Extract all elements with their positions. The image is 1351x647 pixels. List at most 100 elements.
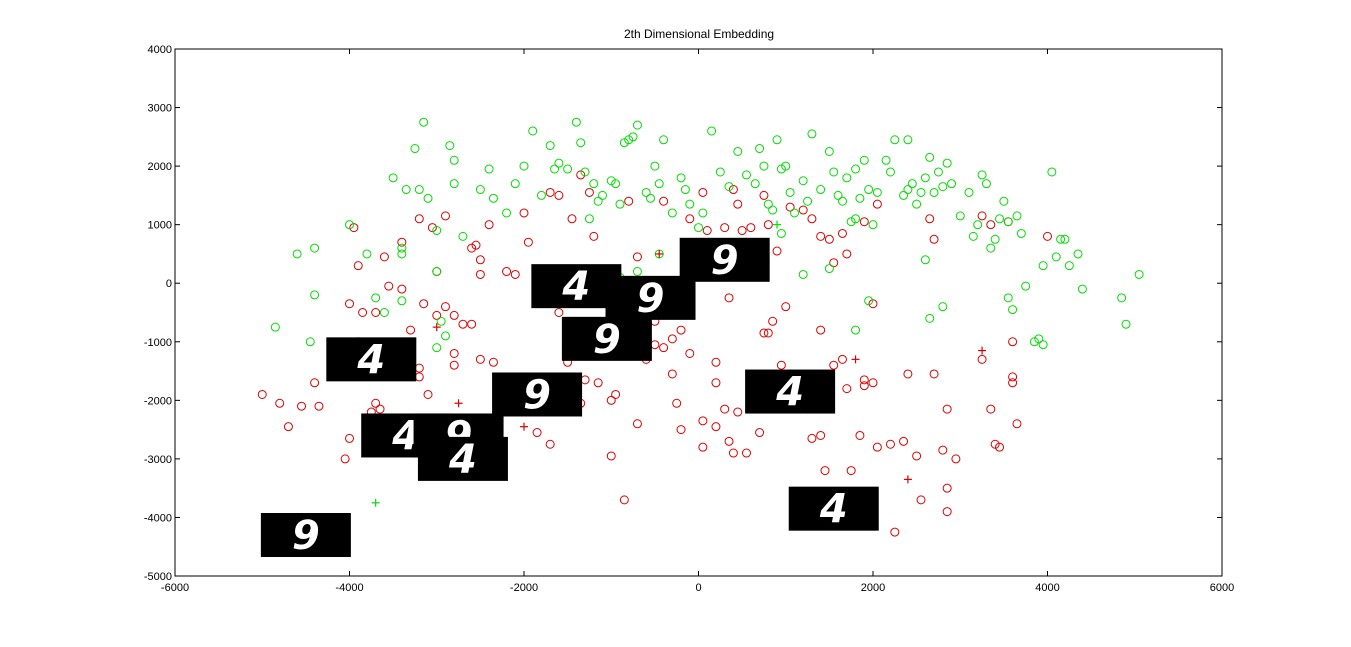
data-point-circle (432, 267, 442, 277)
data-point-circle (414, 363, 424, 373)
data-point-circle (611, 179, 621, 189)
digit-thumbnail-9: 9 (260, 513, 351, 559)
y-tick-label: 2000 (148, 161, 172, 173)
data-point-circle (314, 401, 324, 411)
data-point-circle (580, 167, 590, 177)
digit-thumbnail-4: 4 (745, 369, 836, 416)
data-point-circle (1060, 234, 1070, 244)
data-point-circle (933, 167, 943, 177)
data-point-circle (523, 237, 533, 247)
data-point-circle (510, 179, 520, 189)
data-point-circle (986, 220, 996, 230)
data-point-circle (632, 419, 642, 429)
data-point-circle (650, 161, 660, 171)
data-point-circle (759, 328, 769, 338)
data-point-circle (1038, 340, 1048, 350)
data-point-circle (955, 211, 965, 221)
data-point-circle (353, 261, 363, 271)
digit-thumbnail-4: 4 (417, 436, 508, 483)
data-point-circle (445, 141, 455, 151)
data-point-circle (816, 231, 826, 241)
x-tick-label: 6000 (1210, 582, 1234, 594)
data-point-circle (667, 369, 677, 379)
data-point-circle (545, 439, 555, 449)
data-point-circle (606, 451, 616, 461)
data-point-circle (741, 448, 751, 458)
data-point-circle (449, 155, 459, 165)
data-point-circle (589, 231, 599, 241)
digit-label: 4 (819, 487, 848, 533)
data-point-circle (414, 372, 424, 382)
data-point-circle (885, 167, 895, 177)
data-point-circle (798, 176, 808, 186)
data-point-circle (977, 170, 987, 180)
data-point-circle (358, 308, 368, 317)
data-point-circle (890, 527, 900, 537)
data-point-circle (711, 422, 721, 432)
data-point-circle (925, 152, 935, 162)
data-point-circle (859, 217, 869, 227)
data-point-circle (563, 164, 573, 174)
data-point-circle (436, 316, 446, 326)
data-point-circle (942, 404, 952, 414)
digit-label: 4 (448, 437, 477, 483)
data-point-circle (646, 193, 656, 203)
data-point-circle (881, 155, 891, 165)
data-point-circle (872, 187, 882, 197)
data-point-circle (471, 240, 481, 250)
x-tick-label: 4000 (1035, 582, 1059, 594)
data-point-circle (584, 214, 594, 224)
data-point-circle (711, 378, 721, 388)
data-point-circle (907, 179, 917, 189)
data-point-circle (920, 173, 930, 183)
data-point-circle (375, 404, 385, 414)
data-point-circle (720, 223, 730, 233)
data-point-circle (1121, 319, 1131, 329)
data-point-circle (816, 430, 826, 440)
data-point-circle (606, 395, 616, 405)
x-tick-label: 0 (695, 582, 701, 594)
data-point-circle (584, 187, 594, 197)
data-point-plus (371, 498, 380, 507)
data-point-circle (270, 322, 280, 332)
data-point-circle (458, 319, 468, 329)
data-point-circle (698, 187, 708, 197)
data-point-circle (999, 196, 1009, 206)
digit-thumbnail-9: 9 (605, 275, 696, 322)
data-point-circle (698, 208, 708, 218)
data-point-circle (859, 381, 869, 391)
data-point-circle (829, 167, 839, 177)
data-point-circle (650, 340, 660, 350)
data-point-circle (1134, 269, 1144, 279)
data-point-circle (724, 182, 734, 192)
data-point-circle (554, 190, 564, 200)
data-point-circle (593, 378, 603, 388)
data-point-circle (345, 220, 354, 230)
digit-label: 4 (561, 264, 590, 310)
data-point-circle (715, 167, 725, 177)
data-point-circle (536, 190, 546, 200)
data-point-circle (916, 187, 926, 197)
data-point-circle (1034, 334, 1044, 344)
data-point-circle (920, 255, 930, 265)
data-point-circle (768, 316, 778, 326)
data-point-circle (659, 343, 669, 353)
digit-label: 4 (775, 370, 804, 416)
data-point-circle (807, 214, 817, 224)
data-point-circle (419, 117, 429, 127)
data-point-circle (554, 158, 564, 168)
data-point-circle (510, 269, 520, 279)
data-point-circle (851, 214, 861, 224)
data-point-circle (820, 466, 830, 476)
data-point-circle (995, 442, 1005, 452)
axes: -6000 -4000 -2000 0 2000 4000 6000 4000 3000 2000… (144, 44, 1234, 594)
data-point-circle (803, 196, 813, 206)
data-point-circle (384, 281, 394, 291)
y-tick-label: 3000 (148, 103, 172, 115)
data-point-circle (305, 337, 315, 347)
data-point-circle (667, 334, 677, 344)
data-point-circle (842, 173, 852, 183)
y-tick-label: 1000 (148, 220, 172, 232)
data-point-circle (632, 252, 642, 262)
